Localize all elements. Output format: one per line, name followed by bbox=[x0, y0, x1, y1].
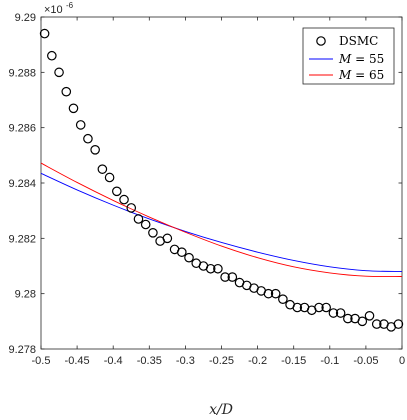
data-point-dsmc bbox=[133, 214, 144, 224]
x-tick-label: 0 bbox=[399, 355, 405, 367]
data-point-dsmc bbox=[176, 247, 187, 257]
x-tick-label: -0.5 bbox=[32, 355, 51, 367]
data-point-dsmc bbox=[148, 228, 158, 238]
x-tick-label: -0.1 bbox=[320, 355, 339, 367]
y-tick-label: 9.288 bbox=[8, 67, 36, 79]
data-point-dsmc bbox=[97, 164, 108, 174]
data-point-dsmc bbox=[292, 302, 303, 313]
data-point-dsmc bbox=[47, 50, 57, 61]
legend-m55-label: M = 55 bbox=[338, 52, 384, 66]
x-tick-label: -0.2 bbox=[248, 355, 267, 367]
legend-dsmc-marker bbox=[316, 36, 326, 46]
data-point-dsmc bbox=[357, 316, 368, 327]
y-tick-label: 9.286 bbox=[8, 123, 36, 135]
data-point-dsmc bbox=[90, 145, 100, 155]
data-point-dsmc bbox=[364, 310, 375, 321]
y-tick-label: 9.282 bbox=[8, 233, 36, 245]
data-point-dsmc bbox=[393, 319, 404, 329]
legend-dsmc-label: DSMC bbox=[339, 34, 378, 48]
data-point-dsmc bbox=[162, 233, 173, 244]
y-axis-multiplier: ×10 -6 bbox=[44, 1, 74, 16]
data-point-dsmc bbox=[314, 302, 324, 313]
x-tick-label: -0.3 bbox=[176, 355, 195, 367]
series-markers bbox=[39, 28, 404, 332]
data-point-dsmc bbox=[112, 186, 122, 197]
data-point-dsmc bbox=[278, 294, 288, 304]
series-line-m-65 bbox=[40, 162, 403, 278]
y-tick-label: 9.28 bbox=[15, 289, 36, 301]
data-point-dsmc bbox=[321, 302, 331, 313]
legend-m65-symbol: M bbox=[338, 68, 352, 82]
data-point-dsmc bbox=[68, 103, 79, 114]
data-point-dsmc bbox=[335, 308, 346, 318]
series-lines bbox=[40, 162, 403, 278]
x-tick-label: -0.05 bbox=[353, 355, 378, 367]
legend-m65-label: M = 65 bbox=[338, 68, 384, 82]
legend-m55-value: = 55 bbox=[351, 52, 384, 66]
x-tick-label: -0.25 bbox=[209, 355, 234, 367]
legend-m55-symbol: M bbox=[338, 52, 352, 66]
plot-area: -0.5 -0.45 -0.4 -0.35 -0.3 -0.25 -0.2 -0.15 -0.1… bbox=[8, 12, 405, 367]
legend-m65-value: = 65 bbox=[351, 68, 384, 82]
data-point-dsmc bbox=[119, 194, 129, 205]
data-point-dsmc bbox=[126, 203, 137, 213]
x-tick-label: -0.45 bbox=[65, 355, 90, 367]
data-point-dsmc bbox=[83, 133, 93, 144]
x-axis-title: x/D bbox=[209, 402, 233, 418]
y-tick-label: 9.278 bbox=[8, 344, 36, 356]
data-point-dsmc bbox=[54, 67, 64, 78]
data-point-dsmc bbox=[104, 172, 115, 183]
data-point-dsmc bbox=[270, 288, 281, 299]
data-point-dsmc bbox=[343, 313, 353, 324]
data-point-dsmc bbox=[220, 272, 230, 282]
series-line-m-55 bbox=[40, 172, 403, 272]
ticks: -0.5 -0.45 -0.4 -0.35 -0.3 -0.25 -0.2 -0.15 -0.1… bbox=[8, 12, 405, 367]
data-point-dsmc bbox=[213, 263, 223, 274]
data-point-dsmc bbox=[328, 308, 339, 318]
data-point-dsmc bbox=[75, 120, 86, 130]
data-point-dsmc bbox=[39, 28, 50, 39]
y-multiplier-base: ×10 bbox=[44, 4, 63, 16]
y-tick-label: 9.29 bbox=[15, 12, 36, 24]
x-tick-label: -0.15 bbox=[281, 355, 306, 367]
data-point-dsmc bbox=[263, 288, 274, 299]
data-point-dsmc bbox=[140, 219, 151, 230]
legend: DSMC M = 55 M = 65 bbox=[302, 27, 395, 85]
y-multiplier-exponent: -6 bbox=[66, 1, 74, 10]
y-tick-label: 9.284 bbox=[8, 178, 36, 190]
data-point-dsmc bbox=[184, 252, 194, 263]
data-point-dsmc bbox=[227, 272, 238, 282]
data-point-dsmc bbox=[61, 86, 72, 97]
x-tick-label: -0.4 bbox=[104, 355, 123, 367]
x-tick-label: -0.35 bbox=[137, 355, 162, 367]
data-point-dsmc bbox=[371, 319, 382, 329]
data-point-dsmc bbox=[205, 263, 216, 274]
